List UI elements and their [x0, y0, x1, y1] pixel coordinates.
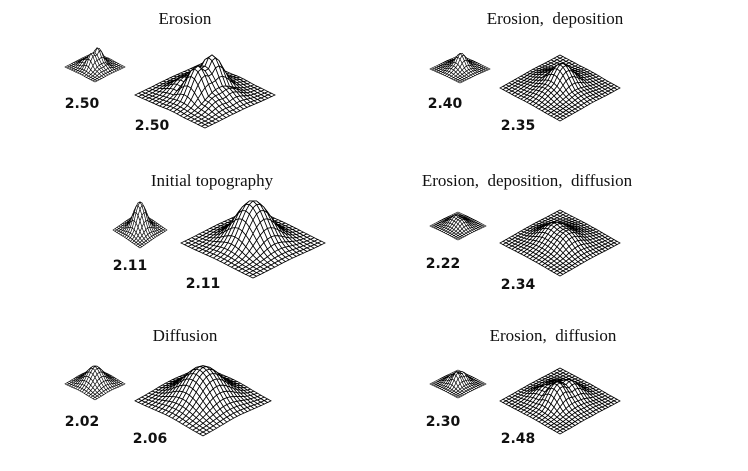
- panel-title: Erosion, diffusion: [490, 326, 617, 345]
- small-label: 2.02: [65, 414, 100, 430]
- small-surface: [64, 365, 126, 401]
- small-surface: [429, 211, 487, 241]
- large-label: 2.11: [186, 276, 221, 292]
- mesh-cell: [200, 124, 210, 129]
- large-surface: [499, 367, 621, 435]
- panel-title: Diffusion: [153, 326, 218, 345]
- large-label: 2.50: [135, 118, 170, 134]
- panel-title: Erosion, deposition: [487, 9, 624, 28]
- large-surface: [180, 200, 326, 279]
- panel-title: Erosion, deposition, diffusion: [422, 171, 633, 190]
- large-surface: [499, 54, 621, 122]
- large-label: 2.35: [501, 118, 536, 134]
- large-label: 2.48: [501, 431, 536, 447]
- panel-title: Initial topography: [151, 171, 274, 190]
- large-surface: [499, 209, 621, 277]
- small-surface: [112, 201, 168, 249]
- large-surface: [134, 365, 272, 437]
- large-label: 2.34: [501, 277, 536, 293]
- mesh-cell: [92, 79, 98, 83]
- mesh-cell: [92, 397, 98, 401]
- small-label: 2.11: [113, 258, 148, 274]
- small-label: 2.30: [426, 414, 461, 430]
- small-label: 2.50: [65, 96, 100, 112]
- small-surface: [64, 47, 126, 83]
- mesh-cell: [137, 245, 143, 249]
- small-label: 2.22: [426, 256, 461, 272]
- mesh-cell: [248, 274, 258, 279]
- small-surface: [429, 369, 487, 399]
- panel-title: Erosion: [159, 9, 212, 28]
- small-surface: [429, 52, 491, 84]
- large-label: 2.06: [133, 431, 168, 447]
- small-label: 2.40: [428, 96, 463, 112]
- large-surface: [134, 54, 276, 129]
